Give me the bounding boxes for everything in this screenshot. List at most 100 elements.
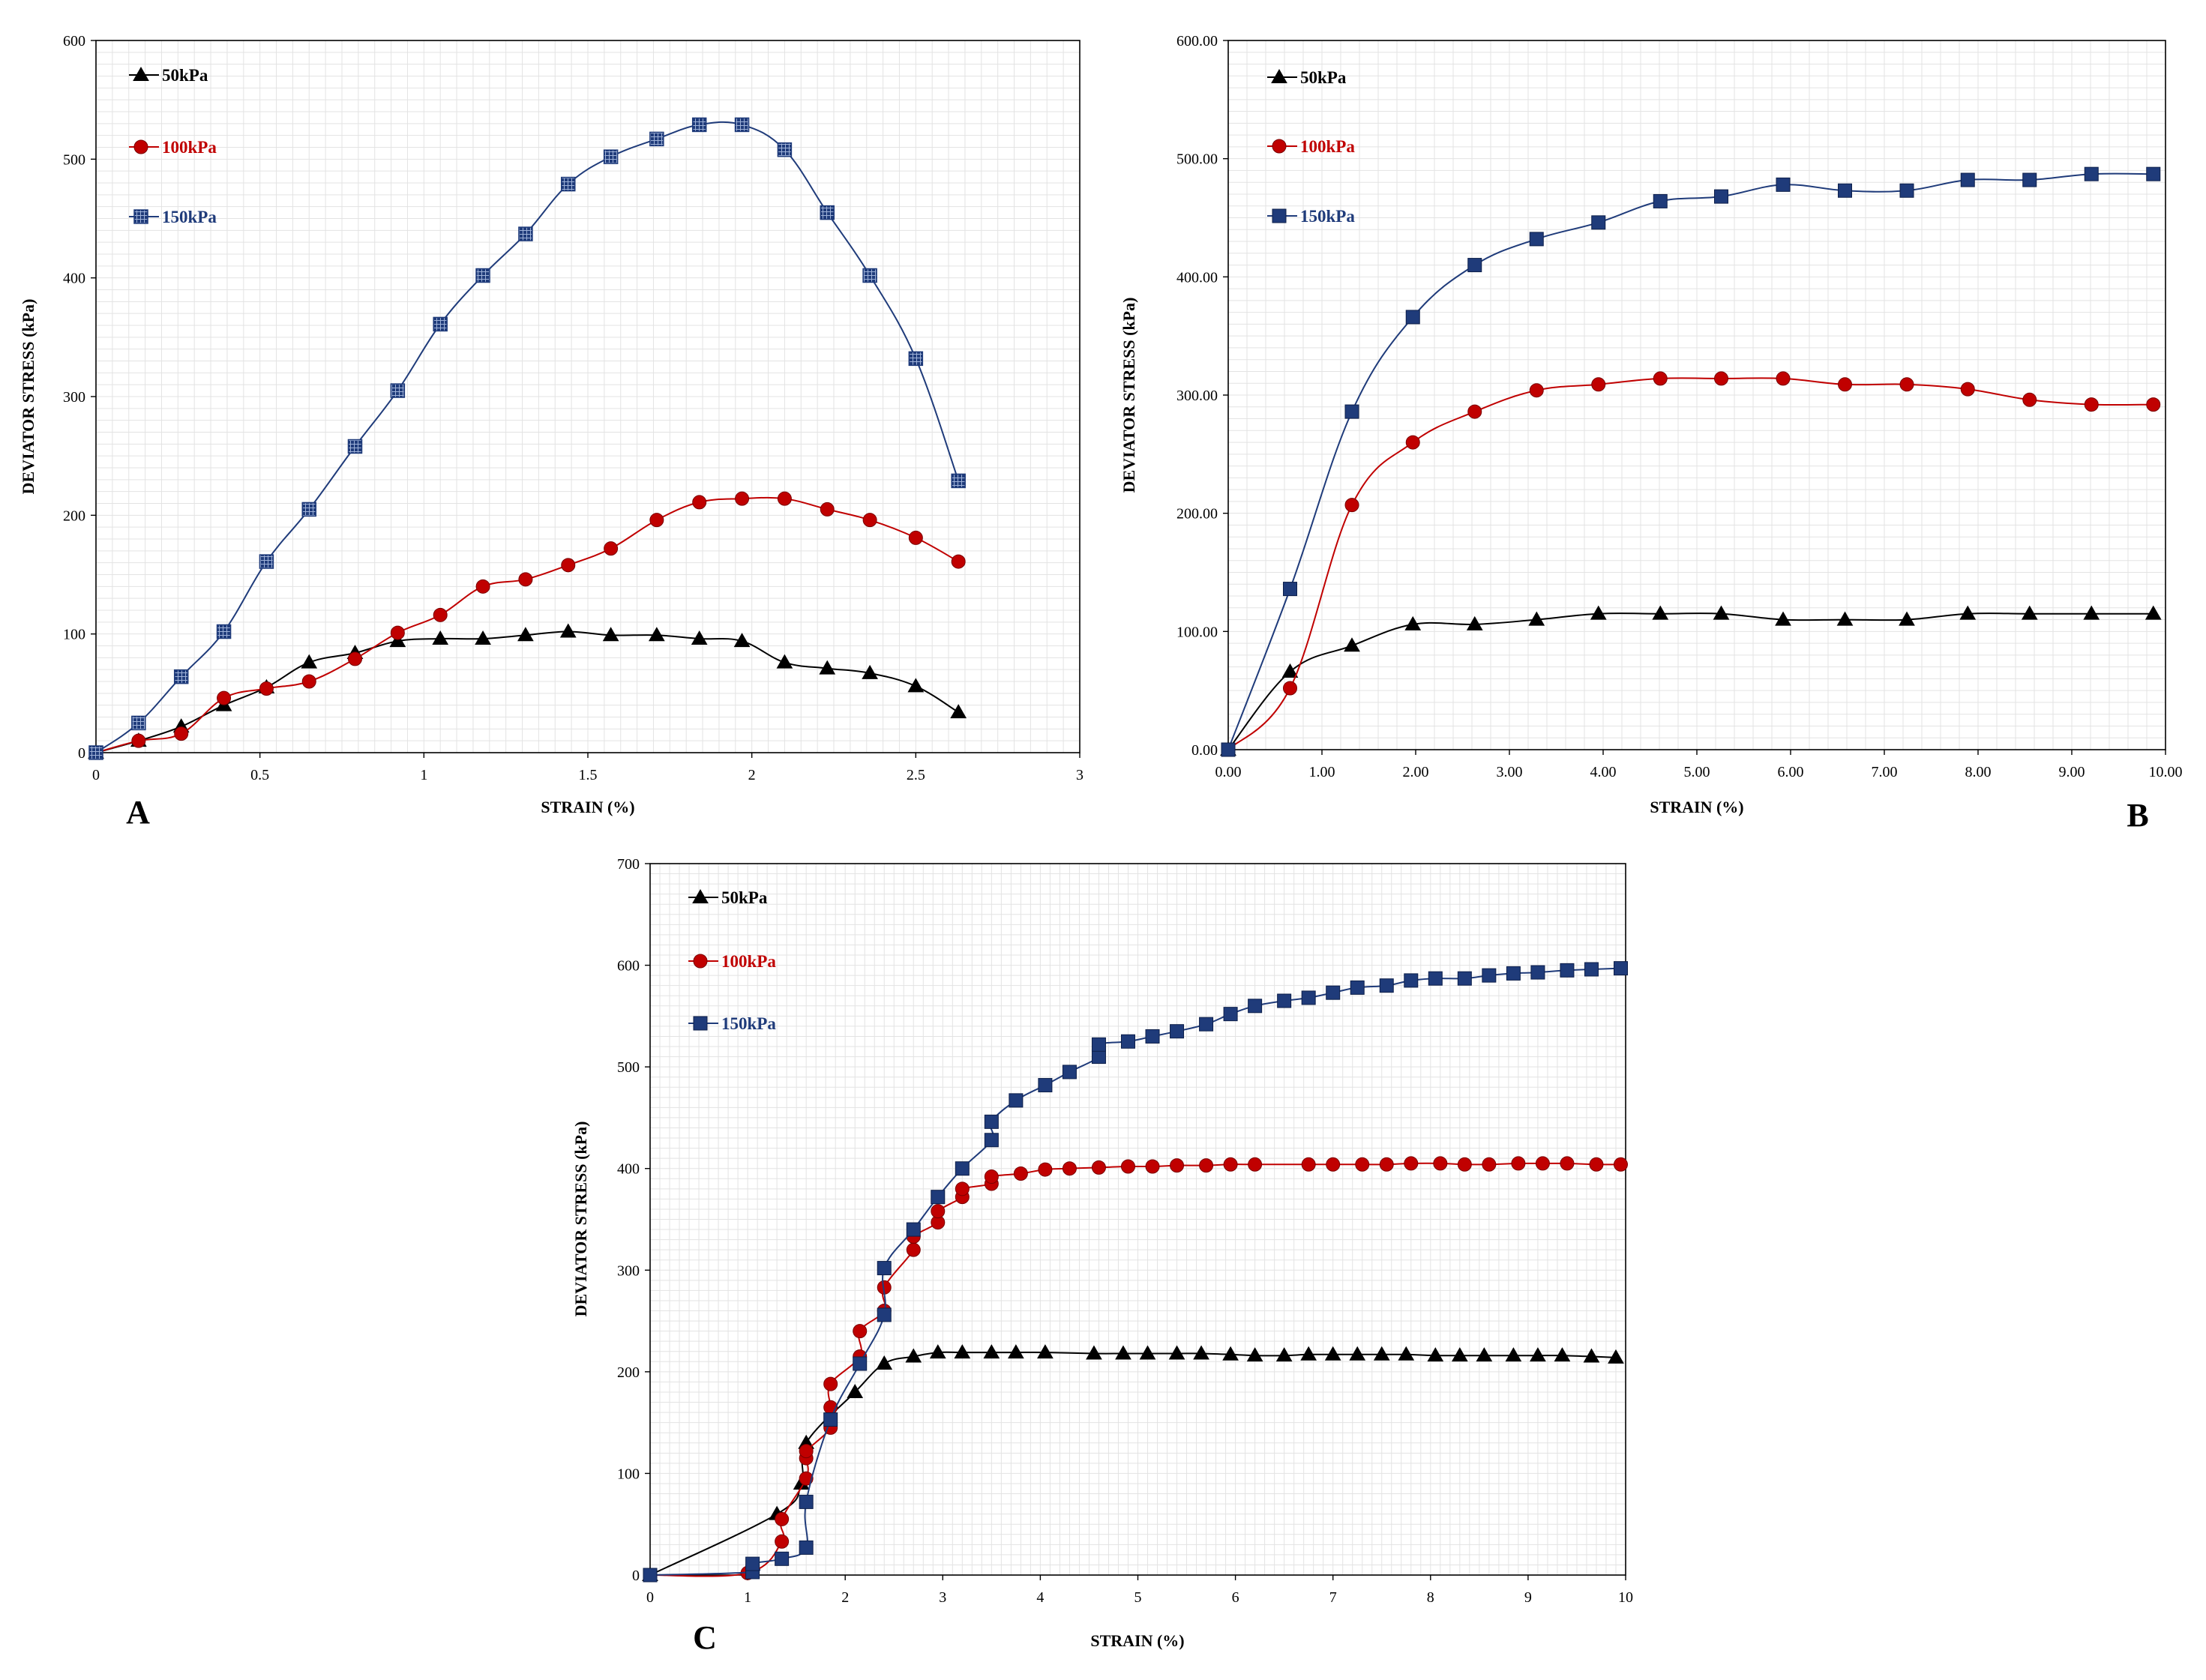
data-point (1959, 605, 1977, 620)
data-point (2084, 166, 2099, 181)
data-point (1404, 973, 1419, 988)
gridlines (650, 864, 1626, 1575)
data-point (1275, 1347, 1293, 1362)
data-point (907, 678, 925, 693)
data-point (1899, 611, 1915, 626)
data-point (347, 651, 362, 666)
data-point (1505, 1347, 1522, 1362)
y-tick-label: 0 (632, 1568, 640, 1584)
data-point (1223, 1007, 1238, 1022)
data-point (301, 502, 317, 517)
data-point (1405, 310, 1420, 325)
data-point (518, 572, 533, 587)
y-tick-label: 600.00 (1176, 33, 1218, 49)
x-tick-label: 3 (939, 1589, 946, 1606)
data-point (799, 1471, 814, 1486)
data-point (517, 627, 534, 642)
data-point (1714, 189, 1728, 204)
data-point (602, 627, 619, 642)
data-point (216, 624, 232, 639)
legend-entry: 50kPa (129, 66, 208, 85)
series-50kPa (642, 1344, 1624, 1581)
data-point (2022, 392, 2037, 407)
data-point (954, 1344, 971, 1359)
data-point (1326, 1157, 1341, 1172)
data-point (389, 633, 406, 648)
x-tick-label: 2.00 (1403, 764, 1429, 780)
legend-marker (133, 66, 149, 81)
data-point (390, 625, 405, 640)
data-point (1776, 177, 1791, 192)
data-point (862, 664, 878, 679)
x-axis-title: STRAIN (%) (541, 798, 634, 816)
data-point (2146, 166, 2161, 181)
x-tick-label: 9 (1524, 1589, 1532, 1606)
data-point (1062, 1065, 1077, 1080)
panel-a: 0 0.5 1 1.5 2 2.5 3 0 100 200 300 400 500 600 STRAIN (… (19, 33, 1084, 831)
legend-marker (693, 1016, 708, 1031)
data-point (1344, 404, 1359, 419)
data-point (1120, 1034, 1135, 1049)
y-tick-label: 500 (617, 1059, 640, 1076)
data-point (1613, 1157, 1628, 1172)
data-point (2083, 605, 2100, 620)
panel-letter: C (693, 1619, 717, 1656)
data-point (1560, 1156, 1575, 1171)
data-point (862, 268, 877, 283)
data-point (1591, 377, 1606, 392)
data-point (853, 1356, 868, 1371)
x-tick-label: 1.00 (1309, 764, 1335, 780)
data-point (1838, 377, 1852, 392)
data-point (1277, 993, 1292, 1008)
y-tick-label: 500 (63, 151, 85, 168)
data-point (823, 1412, 838, 1427)
data-point (561, 176, 576, 192)
y-tick-label: 300 (63, 389, 85, 406)
legend-entry: 150kPa (1267, 207, 1355, 226)
legend-entry: 100kPa (1267, 137, 1355, 156)
data-point (1530, 1347, 1546, 1362)
y-tick-label: 700 (617, 856, 640, 873)
data-point (1482, 1157, 1497, 1172)
data-point (1529, 383, 1544, 398)
data-point (1613, 961, 1628, 976)
data-point (984, 1114, 999, 1129)
data-point (174, 726, 189, 741)
legend-marker (1272, 139, 1287, 154)
data-point (1300, 1346, 1317, 1361)
data-point (775, 1534, 790, 1549)
data-point (432, 630, 449, 645)
data-point (1511, 1156, 1526, 1171)
data-point (1062, 1161, 1077, 1176)
data-point (649, 513, 664, 528)
x-tick-label: 10 (1618, 1589, 1633, 1606)
y-tick-label: 100 (63, 627, 85, 643)
data-point (1038, 1162, 1053, 1177)
data-point (433, 607, 448, 622)
gridlines (96, 40, 1080, 753)
data-point (799, 1494, 814, 1509)
legend-label: 100kPa (721, 952, 776, 971)
data-point (1170, 1024, 1185, 1039)
data-point (2145, 605, 2162, 620)
data-point (777, 491, 792, 506)
data-point (1283, 681, 1297, 696)
data-point (1199, 1017, 1214, 1032)
data-point (905, 1348, 922, 1363)
data-point (1838, 183, 1852, 198)
data-point (877, 1307, 892, 1322)
data-point (777, 142, 793, 157)
data-point (1281, 663, 1299, 678)
data-point (1398, 1346, 1415, 1361)
data-point (1506, 966, 1521, 981)
y-tick-label: 200 (63, 508, 85, 524)
x-tick-label: 2.5 (907, 767, 925, 783)
data-point (1775, 611, 1791, 626)
data-point (775, 1551, 790, 1566)
series-50kPa (1220, 605, 2162, 756)
data-point (1091, 1037, 1106, 1052)
data-point (908, 351, 924, 367)
x-tick-label: 9.00 (2059, 764, 2085, 780)
data-point (131, 715, 146, 731)
